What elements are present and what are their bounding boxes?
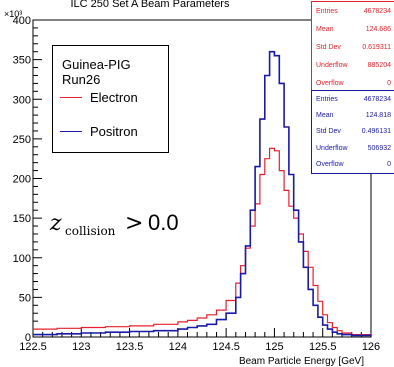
electron-swatch (60, 97, 82, 98)
stat-label: Overflow (316, 161, 344, 169)
stat-value: 124.818 (365, 112, 391, 120)
stat-label: Entries (316, 95, 338, 103)
y-tick-label: 200 (13, 174, 31, 186)
stat-value: 0 (387, 79, 391, 87)
stat-label: Entries (316, 7, 338, 15)
stat-row: Overflow 0 (312, 74, 394, 92)
stat-row: Overflow 0 (312, 157, 394, 173)
stats-box-electron: Entries 4678234 Mean 124.686 Std Dev 0.6… (311, 1, 394, 93)
positron-label: Positron (90, 124, 138, 139)
stat-row: Std Dev 0.619311 (312, 38, 394, 56)
y-tick-label: 50 (19, 292, 31, 304)
stat-value: 885204 (367, 61, 391, 69)
stat-row: Mean 124.818 (312, 107, 394, 123)
y-tick-label: 0 (25, 332, 31, 344)
svg-text:>: > (125, 211, 143, 236)
x-tick-label: 125 (265, 341, 283, 353)
stat-label: Underflow (316, 144, 348, 152)
stat-row: Entries 4678234 (312, 2, 394, 20)
collision-annotation: z collision > 0.0 (49, 210, 179, 238)
stat-row: Entries 4678234 (312, 91, 394, 107)
stat-label: Std Dev (316, 43, 341, 51)
stat-row: Underflow 506932 (312, 140, 394, 156)
y-tick-label: 250 (13, 134, 31, 146)
stat-label: Overflow (316, 79, 344, 87)
stat-row: Underflow 885204 (312, 56, 394, 74)
legend-entry-electron: Electron (60, 90, 138, 105)
chart-title: ILC 250 Set A Beam Parameters (71, 0, 230, 10)
stat-value: 0 (387, 161, 391, 169)
series-layer (33, 50, 372, 337)
stat-label: Std Dev (316, 128, 341, 136)
electron-label: Electron (90, 90, 138, 105)
stat-value: 506932 (367, 144, 391, 152)
stat-label: Underflow (316, 61, 348, 69)
y-tick-label: 400 (13, 15, 31, 27)
x-tick-label: 123 (72, 341, 90, 353)
x-tick-label: 124.5 (212, 341, 240, 353)
stat-value: 0.619311 (362, 43, 391, 51)
series-positron-line (33, 50, 372, 337)
positron-swatch (60, 131, 82, 132)
stat-value: 4678234 (363, 95, 391, 103)
x-tick-label: 122.5 (19, 341, 47, 353)
svg-text:collision: collision (65, 224, 116, 238)
stat-row: Mean 124.686 (312, 20, 394, 38)
legend-entry-positron: Positron (60, 124, 138, 139)
stat-value: 0.496131 (361, 128, 391, 136)
stat-value: 4678234 (363, 7, 391, 15)
x-tick-label: 124 (169, 341, 187, 353)
x-axis: 122.5 123 123.5 124 124.5 125 125.5 126 (19, 328, 380, 353)
x-tick-label: 123.5 (116, 341, 144, 353)
stat-label: Mean (316, 25, 334, 33)
series-electron-line (33, 147, 372, 336)
stats-box-positron: Entries 4678234 Mean 124.818 Std Dev 0.4… (311, 90, 394, 174)
svg-text:z: z (49, 211, 62, 236)
legend: Guinea-PIG Run26 Electron Positron (52, 45, 169, 153)
stat-row: Std Dev 0.496131 (312, 124, 394, 140)
stat-label: Mean (316, 112, 334, 120)
y-axis: 0 50 100 150 200 250 300 350 400 (13, 15, 42, 344)
legend-title: Guinea-PIG Run26 (62, 57, 131, 87)
x-tick-label: 126 (362, 341, 380, 353)
y-tick-label: 100 (13, 253, 31, 265)
y-tick-label: 150 (13, 213, 31, 225)
stat-value: 124.686 (365, 25, 391, 33)
y-tick-label: 300 (13, 94, 31, 106)
x-tick-label: 125.5 (309, 341, 337, 353)
svg-text:0.0: 0.0 (148, 210, 179, 235)
x-axis-label: Beam Particle Energy [GeV] (239, 356, 364, 367)
y-tick-label: 350 (13, 55, 31, 67)
y-exponent-label: ×10³ (4, 9, 22, 19)
